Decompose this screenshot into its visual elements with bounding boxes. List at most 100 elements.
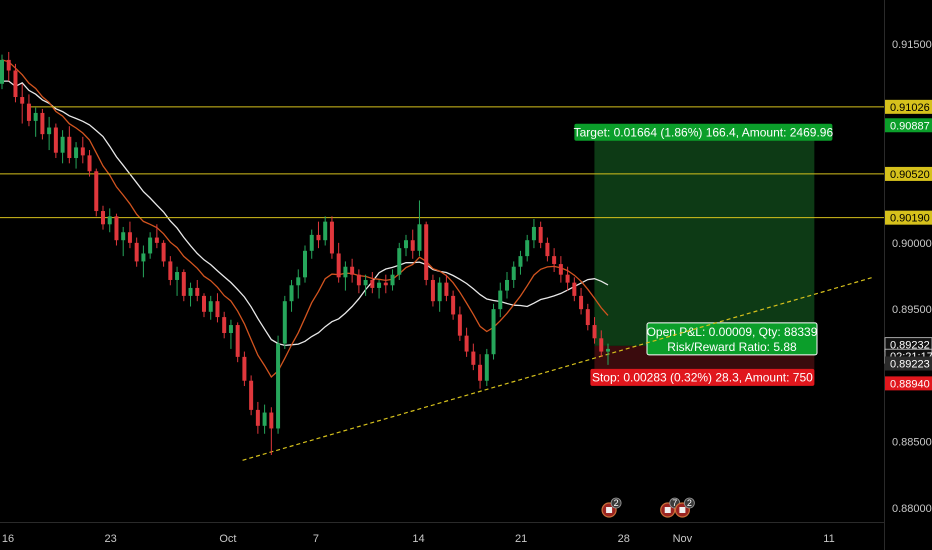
- candle: [572, 277, 577, 302]
- candle: [127, 221, 132, 249]
- target-label: Target: 0.01664 (1.86%) 166.4, Amount: 2…: [574, 125, 834, 139]
- price-tag-label: 0.88940: [890, 378, 930, 390]
- candle: [13, 63, 18, 103]
- candle: [329, 216, 334, 259]
- candle: [579, 287, 584, 315]
- candle: [505, 272, 509, 299]
- candle: [222, 311, 227, 339]
- price-tag-label: 0.89232: [890, 340, 930, 352]
- candle: [552, 248, 557, 273]
- candle: [282, 295, 287, 349]
- candle: [262, 404, 267, 434]
- time-tick-label: Oct: [219, 533, 236, 545]
- level-price-tag: 0.90520: [885, 166, 932, 181]
- candle: [484, 348, 489, 387]
- candle: [518, 250, 523, 275]
- candle: [228, 319, 233, 349]
- price-tag: 0.89232: [884, 337, 932, 353]
- candle: [161, 240, 166, 267]
- candle: [249, 375, 254, 416]
- time-tick-label: 21: [515, 533, 527, 545]
- target-label-box[interactable]: [574, 123, 833, 141]
- price-tick-label: 0.91500: [892, 39, 932, 51]
- candle: [20, 83, 25, 124]
- candle: [134, 237, 139, 267]
- level-price-tag: 0.91026: [885, 99, 932, 114]
- candle: [296, 269, 301, 299]
- candle: [585, 303, 590, 331]
- rr-label: Risk/Reward Ratio: 5.88: [667, 340, 797, 354]
- price-tick-label: 0.89500: [892, 304, 932, 316]
- candle: [383, 274, 388, 294]
- candle: [430, 274, 435, 307]
- candle: [6, 51, 11, 82]
- event-marker-icon[interactable]: 2: [601, 497, 622, 518]
- candle: [377, 279, 382, 299]
- price-tag-label: 0.90887: [890, 120, 930, 132]
- time-tick-label: 16: [2, 533, 14, 545]
- candle: [397, 242, 402, 280]
- candle: [606, 343, 610, 365]
- candle: [525, 234, 530, 262]
- candle: [309, 229, 314, 259]
- event-count: 7: [672, 498, 677, 508]
- candle: [67, 126, 72, 164]
- candle: [154, 224, 159, 249]
- candle: [531, 218, 536, 249]
- candle: [451, 290, 456, 320]
- candle: [457, 306, 462, 341]
- position-tool[interactable]: Target: 0.01664 (1.86%) 166.4, Amount: 2…: [574, 123, 834, 386]
- price-tag-label: 0.89223: [890, 358, 930, 370]
- candle: [188, 282, 193, 307]
- candle: [168, 256, 173, 286]
- price-tick-label: 0.88500: [892, 437, 932, 449]
- time-tick-label: 14: [412, 533, 424, 545]
- ascending-trendline[interactable]: [242, 276, 874, 461]
- candle: [94, 168, 99, 217]
- time-tick-label: 7: [313, 533, 319, 545]
- price-tag-label: 0.90520: [890, 169, 930, 181]
- time-tick-label: Nov: [673, 533, 693, 545]
- candle: [478, 354, 483, 389]
- stop-label-box[interactable]: [590, 368, 815, 386]
- price-tick-label: 0.90000: [892, 238, 932, 250]
- price-tag: 0.88940: [885, 376, 932, 391]
- price-tick-label: 0.88000: [892, 503, 932, 515]
- horizontal-levels[interactable]: [0, 106, 884, 219]
- candle: [255, 401, 260, 434]
- pnl-label: Open P&L: 0.00009, Qty: 88339: [647, 325, 818, 339]
- price-tags: 0.910260.905200.901900.908870.8923202:21…: [884, 99, 932, 391]
- candle: [558, 256, 563, 283]
- price-tag-label: 0.91026: [890, 102, 930, 114]
- candle: [269, 407, 274, 455]
- candle: [545, 237, 550, 262]
- candle: [47, 116, 52, 151]
- time-axis[interactable]: 16 23 Oct 7 14 21 28 Nov 11: [2, 533, 835, 545]
- event-marker-icon[interactable]: 2: [674, 497, 695, 518]
- candle: [74, 142, 79, 169]
- candle: [175, 266, 180, 296]
- trendline[interactable]: [242, 276, 874, 461]
- candle: [592, 317, 597, 344]
- candle: [235, 322, 240, 363]
- candle: [565, 266, 570, 291]
- candle: [350, 258, 355, 283]
- time-tick-label: 28: [618, 533, 630, 545]
- candle: [276, 335, 281, 434]
- candle: [242, 351, 247, 387]
- candle: [437, 277, 442, 312]
- candle: [471, 343, 476, 371]
- candle: [33, 107, 38, 137]
- candle: [424, 221, 429, 286]
- candle: [336, 242, 341, 283]
- profit-zone[interactable]: [594, 125, 815, 346]
- ma-line-white: [2, 80, 609, 347]
- candle: [114, 213, 119, 246]
- candle: [390, 269, 395, 291]
- candle: [410, 229, 415, 259]
- candle: [181, 269, 186, 302]
- candle: [511, 261, 516, 288]
- event-marker-icon[interactable]: 7: [660, 497, 681, 518]
